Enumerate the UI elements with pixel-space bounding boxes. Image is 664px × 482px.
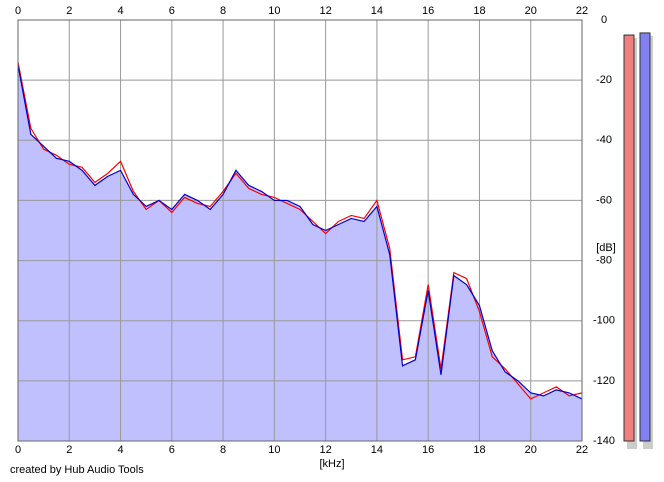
x-axis-label: [kHz] xyxy=(319,458,344,470)
series-line xyxy=(17,61,583,400)
plot-frame xyxy=(17,19,583,442)
x-tick-label-top: 10 xyxy=(268,5,280,17)
x-tick-label: 0 xyxy=(15,444,21,456)
y-axis-label: [dB] xyxy=(596,242,616,254)
y-tick-label: -100 xyxy=(593,315,615,327)
x-tick-label-top: 18 xyxy=(473,5,485,17)
x-tick-label-top: 4 xyxy=(117,5,123,17)
x-tick-label: 20 xyxy=(525,444,537,456)
x-tick-label: 18 xyxy=(473,444,485,456)
x-tick-label-top: 16 xyxy=(422,5,434,17)
credit: created by Hub Audio Tools xyxy=(10,464,144,476)
y-tick-label: -40 xyxy=(596,134,612,146)
x-tick-label-top: 2 xyxy=(66,5,72,17)
x-tick-label-top: 6 xyxy=(169,5,175,17)
x-tick-label-top: 20 xyxy=(525,5,537,17)
x-tick-label-top: 8 xyxy=(220,5,226,17)
x-tick-label: 4 xyxy=(117,444,123,456)
x-tick-label-top: 0 xyxy=(15,5,21,17)
x-tick-label-top: 12 xyxy=(320,5,332,17)
x-tick-label: 12 xyxy=(320,444,332,456)
level-meter xyxy=(623,34,635,442)
x-tick-label: 2 xyxy=(66,444,72,456)
level-meter xyxy=(639,32,651,442)
y-tick-label: -80 xyxy=(596,254,612,266)
x-tick-label-top: 22 xyxy=(576,5,588,17)
y-tick-label: -120 xyxy=(593,375,615,387)
y-tick-label: -60 xyxy=(596,194,612,206)
y-tick-label: -20 xyxy=(596,74,612,86)
x-tick-label: 8 xyxy=(220,444,226,456)
x-tick-label: 22 xyxy=(576,444,588,456)
area xyxy=(18,65,582,441)
x-tick-label: 16 xyxy=(422,444,434,456)
y-tick-label: 0 xyxy=(601,14,607,26)
series-line xyxy=(17,64,583,400)
x-tick-label: 10 xyxy=(268,444,280,456)
x-tick-label: 6 xyxy=(169,444,175,456)
x-tick-label-top: 14 xyxy=(371,5,383,17)
y-tick-label: -140 xyxy=(593,435,615,447)
x-tick-label: 14 xyxy=(371,444,383,456)
